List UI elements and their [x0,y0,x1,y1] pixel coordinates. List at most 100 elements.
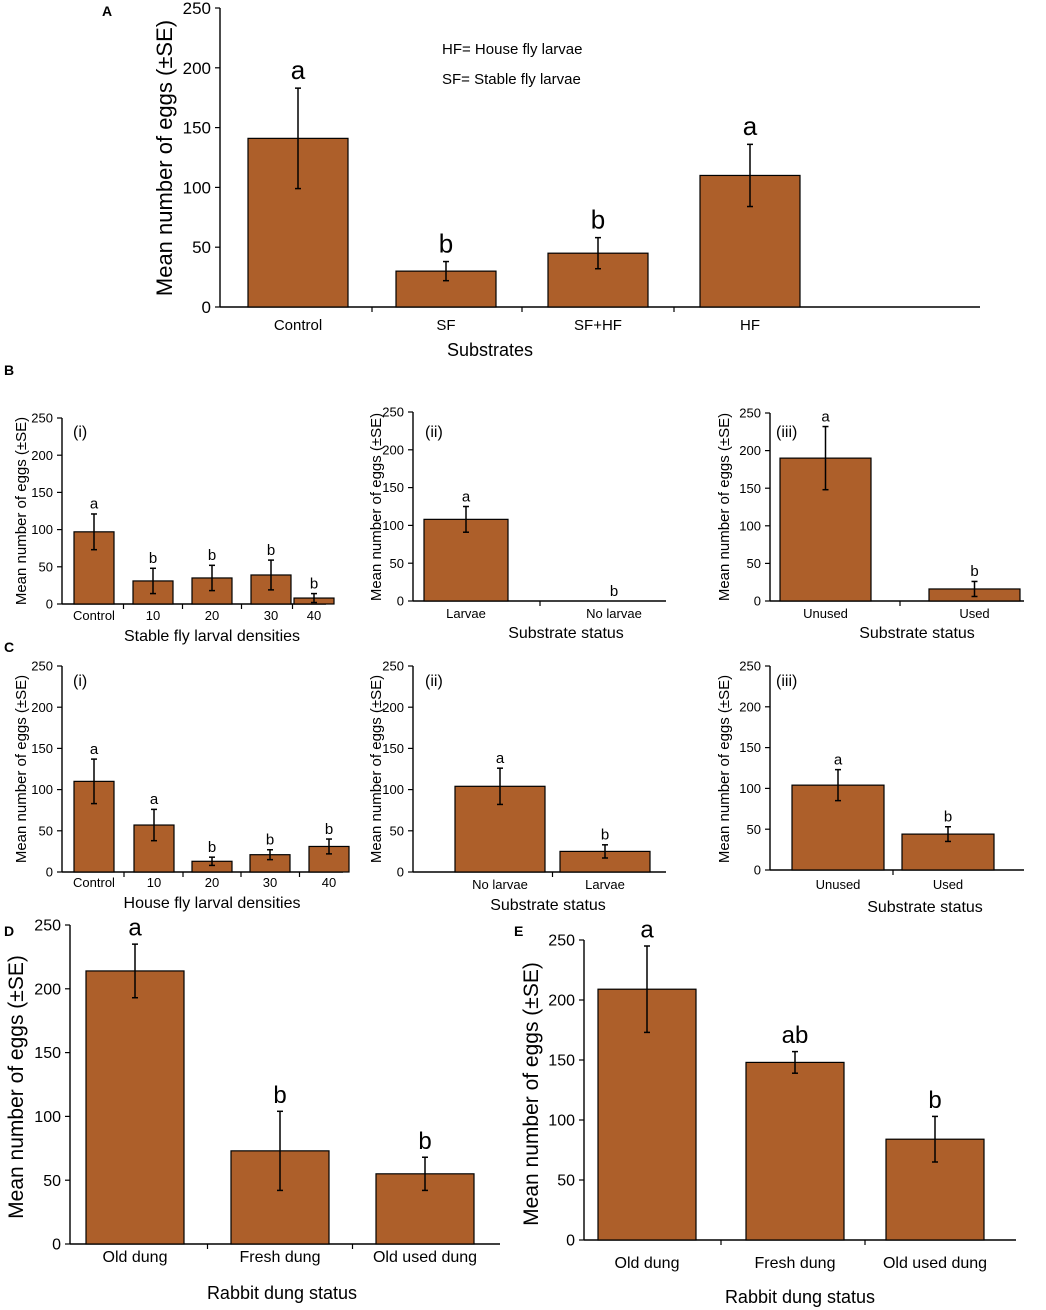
y-tick-label: 250 [31,659,53,674]
sub-panel-label: (iii) [776,424,797,441]
sub-panel-label: (iii) [776,673,797,690]
significance-letter: b [601,827,609,844]
y-tick-label: 50 [557,1173,575,1190]
y-tick-label: 50 [390,823,404,838]
x-tick-label: 10 [146,608,160,623]
y-tick-label: 150 [739,740,761,755]
y-axis-label: Mean number of eggs (±SE) [13,417,30,605]
y-tick-label: 0 [52,1237,61,1254]
x-tick-label: Old dung [103,1249,168,1266]
x-tick-label: Control [73,875,115,890]
significance-letter: b [208,547,216,564]
y-tick-label: 200 [548,993,575,1010]
x-tick-label: SF [436,317,455,334]
y-axis-label: Mean number of eggs (±SE) [368,413,385,601]
significance-letter: a [496,750,505,767]
x-tick-label: Unused [816,877,861,892]
y-axis-label: Mean number of eggs (±SE) [5,955,28,1219]
y-tick-label: 100 [382,782,404,797]
y-tick-label: 0 [397,594,404,609]
significance-letter: b [418,1128,431,1155]
y-tick-label: 250 [739,659,761,674]
x-axis-label: Substrate status [490,897,606,914]
panel-label: E [514,923,523,939]
bar-larvae [423,518,509,602]
y-tick-label: 250 [548,933,575,950]
significance-letter: a [90,496,99,513]
x-tick-label: Used [933,877,963,892]
significance-letter: a [462,488,471,505]
y-tick-label: 0 [397,865,404,880]
significance-letter: b [273,1082,286,1109]
x-tick-label: Old dung [615,1255,680,1272]
x-tick-label: SF+HF [574,317,622,334]
y-tick-label: 150 [31,485,53,500]
chart-8: E 0 50 100 150 200 250 a Old dung ab Fresh dung b Ol… [514,917,1016,1307]
y-tick-label: 250 [382,405,404,420]
annotation: SF= Stable fly larvae [442,71,581,88]
bar-hf [699,174,801,308]
x-tick-label: 40 [307,608,321,623]
y-tick-label: 100 [34,1109,61,1126]
x-tick-label: Used [959,606,989,621]
bar-old-dung [85,970,185,1245]
significance-letter: a [150,791,159,808]
x-tick-label: No larvae [586,606,642,621]
x-axis-label: House fly larval densities [124,895,301,912]
y-tick-label: 100 [31,522,53,537]
y-axis-label: Mean number of eggs (±SE) [13,675,30,863]
y-tick-label: 50 [747,556,761,571]
x-tick-label: Larvae [446,606,486,621]
y-axis-label: Mean number of eggs (±SE) [152,20,177,296]
x-tick-label: 30 [263,875,277,890]
y-tick-label: 200 [31,448,53,463]
y-tick-label: 150 [34,1045,61,1062]
significance-letter: a [821,408,830,425]
chart-6: (iii) 0 50 100 150 200 250 a Unused b Used Substrat… [716,659,1024,916]
y-tick-label: 200 [382,700,404,715]
y-axis-label: Mean number of eggs (±SE) [716,675,733,863]
x-tick-label: Unused [803,606,848,621]
y-tick-label: 0 [754,863,761,878]
panel-label: D [4,923,14,939]
x-tick-label: 10 [147,875,161,890]
y-tick-label: 50 [390,556,404,571]
y-tick-label: 250 [739,406,761,421]
chart-0: A 0 50 100 150 200 250 a Control b SF b SF+HF a HF Subs… [102,0,980,360]
y-tick-label: 250 [31,411,53,426]
y-tick-label: 250 [382,659,404,674]
significance-letter: b [266,832,274,849]
x-axis-label: Rabbit dung status [207,1283,357,1303]
x-axis-label: Stable fly larval densities [124,628,300,645]
y-tick-label: 250 [183,0,211,18]
x-axis-label: Rabbit dung status [725,1287,875,1307]
y-tick-label: 100 [739,781,761,796]
significance-letter: b [325,821,333,838]
x-axis-label: Substrate status [508,625,624,642]
x-axis-label: Substrate status [859,625,975,642]
x-tick-label: Old used dung [883,1255,987,1272]
y-tick-label: 150 [31,741,53,756]
x-tick-label: No larvae [472,877,528,892]
x-tick-label: 20 [205,875,219,890]
chart-2: (ii) 0 50 100 150 200 250 a Larvae b No larvae Subs… [368,405,666,642]
y-tick-label: 200 [31,700,53,715]
sub-panel-label: (i) [73,673,87,690]
sub-panel-label: (i) [73,424,87,441]
significance-letter: b [208,839,216,856]
significance-letter: b [928,1087,941,1114]
y-tick-label: 200 [739,699,761,714]
y-tick-label: 200 [34,981,61,998]
significance-letter: b [944,809,952,826]
y-axis-label: Mean number of eggs (±SE) [368,675,385,863]
chart-5: (ii) 0 50 100 150 200 250 a No larvae b Larvae Subs… [368,659,666,914]
significance-letter: a [291,55,306,85]
x-axis-label: Substrates [447,340,533,360]
significance-letter: a [128,915,142,942]
panel-label: B [4,362,14,378]
y-tick-label: 50 [39,823,53,838]
y-tick-label: 100 [739,518,761,533]
y-tick-label: 50 [39,559,53,574]
significance-letter: b [310,575,318,592]
